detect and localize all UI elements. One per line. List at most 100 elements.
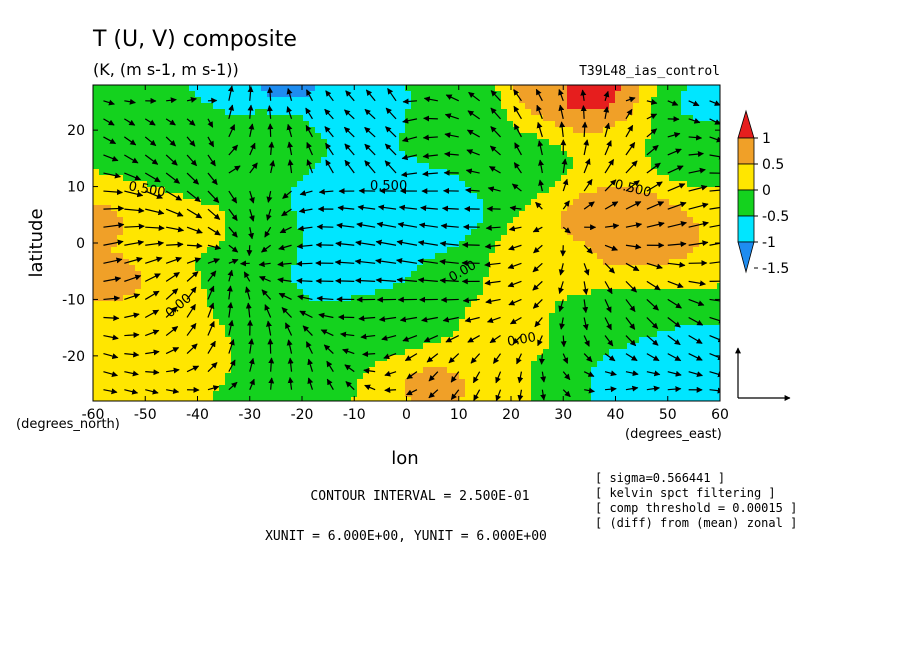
contour-cell <box>237 397 244 401</box>
contour-cell <box>201 139 208 146</box>
contour-cell <box>483 157 490 164</box>
contour-cell <box>621 349 628 356</box>
contour-cell <box>255 157 262 164</box>
contour-cell <box>231 97 238 104</box>
contour-cell <box>195 85 202 92</box>
contour-cell <box>603 133 610 140</box>
contour-cell <box>495 205 502 212</box>
contour-cell <box>309 205 316 212</box>
contour-cell <box>411 379 418 386</box>
contour-cell <box>615 373 622 380</box>
contour-cell <box>519 331 526 338</box>
contour-cell <box>171 397 178 401</box>
contour-cell <box>381 157 388 164</box>
contour-cell <box>291 331 298 338</box>
contour-cell <box>555 139 562 146</box>
contour-cell <box>225 193 232 200</box>
contour-cell <box>153 151 160 158</box>
contour-cell <box>123 193 130 200</box>
contour-cell <box>225 163 232 170</box>
contour-cell <box>471 361 478 368</box>
contour-cell <box>291 391 298 398</box>
contour-cell <box>261 157 268 164</box>
contour-cell <box>435 163 442 170</box>
contour-cell <box>207 85 214 92</box>
contour-cell <box>303 157 310 164</box>
contour-cell <box>99 193 106 200</box>
contour-cell <box>285 349 292 356</box>
contour-cell <box>471 241 478 248</box>
contour-cell <box>273 157 280 164</box>
contour-cell <box>123 133 130 140</box>
contour-cell <box>585 103 592 110</box>
contour-cell <box>435 397 442 401</box>
contour-cell <box>213 307 220 314</box>
contour-cell <box>555 199 562 206</box>
contour-cell <box>621 187 628 194</box>
contour-cell <box>267 247 274 254</box>
contour-cell <box>591 181 598 188</box>
contour-cell <box>297 133 304 140</box>
contour-cell <box>411 331 418 338</box>
contour-cell <box>597 145 604 152</box>
contour-cell <box>363 289 370 296</box>
contour-cell <box>387 97 394 104</box>
contour-cell <box>489 193 496 200</box>
contour-cell <box>177 223 184 230</box>
contour-cell <box>435 187 442 194</box>
contour-cell <box>627 151 634 158</box>
contour-cell <box>309 235 316 242</box>
contour-cell <box>339 199 346 206</box>
contour-cell <box>585 385 592 392</box>
contour-cell <box>621 229 628 236</box>
contour-cell <box>639 133 646 140</box>
contour-cell <box>285 175 292 182</box>
contour-cell <box>189 91 196 98</box>
contour-cell <box>279 97 286 104</box>
contour-cell <box>183 109 190 116</box>
contour-cell <box>591 313 598 320</box>
contour-cell <box>207 313 214 320</box>
contour-cell <box>165 139 172 146</box>
contour-cell <box>171 205 178 212</box>
contour-cell <box>219 235 226 242</box>
contour-cell <box>537 385 544 392</box>
contour-cell <box>129 163 136 170</box>
contour-cell <box>573 361 580 368</box>
contour-cell <box>603 115 610 122</box>
contour-cell <box>429 253 436 260</box>
contour-cell <box>435 211 442 218</box>
contour-cell <box>309 187 316 194</box>
contour-cell <box>519 265 526 272</box>
contour-cell <box>609 103 616 110</box>
contour-cell <box>423 289 430 296</box>
contour-cell <box>549 247 556 254</box>
contour-cell <box>507 337 514 344</box>
contour-cell <box>297 199 304 206</box>
contour-cell <box>549 367 556 374</box>
contour-cell <box>543 151 550 158</box>
contour-cell <box>411 115 418 122</box>
contour-cell <box>177 121 184 128</box>
contour-cell <box>639 301 646 308</box>
contour-cell <box>159 127 166 134</box>
contour-cell <box>267 277 274 284</box>
contour-cell <box>507 235 514 242</box>
contour-cell <box>483 337 490 344</box>
contour-cell <box>483 325 490 332</box>
contour-cell <box>201 163 208 170</box>
contour-cell <box>327 337 334 344</box>
contour-cell <box>495 253 502 260</box>
contour-cell <box>237 301 244 308</box>
contour-cell <box>225 313 232 320</box>
contour-cell <box>171 265 178 272</box>
contour-cell <box>411 151 418 158</box>
contour-cell <box>309 373 316 380</box>
contour-cell <box>381 241 388 248</box>
contour-cell <box>261 187 268 194</box>
contour-cell <box>291 319 298 326</box>
contour-cell <box>603 241 610 248</box>
contour-cell <box>555 151 562 158</box>
contour-cell <box>639 313 646 320</box>
contour-cell <box>399 361 406 368</box>
